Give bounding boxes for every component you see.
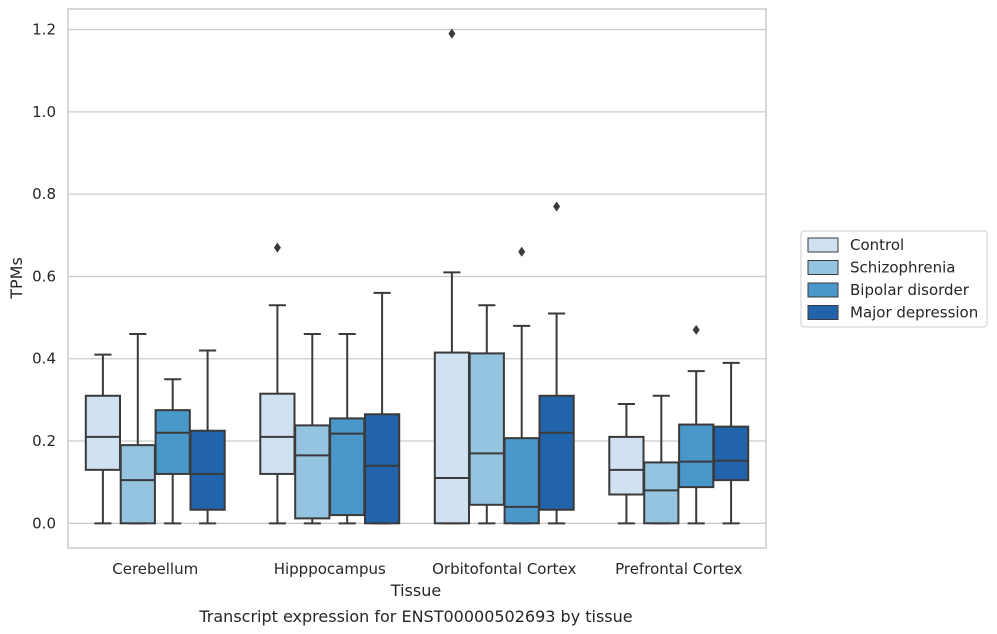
y-tick-label: 1.0: [32, 103, 56, 121]
iqr-box: [294, 424, 331, 520]
outlier-point: [518, 246, 526, 257]
x-tick-label: Cerebellum: [112, 560, 198, 578]
legend-label: Control: [850, 236, 904, 254]
iqr-box: [608, 435, 645, 496]
y-tick-label: 0.2: [32, 432, 56, 450]
box-bipolar-disorder: [503, 246, 540, 525]
x-axis-title: Tissue: [390, 581, 441, 600]
legend-label: Major depression: [850, 304, 978, 322]
y-tick-label: 0.6: [32, 267, 56, 285]
iqr-box: [503, 437, 540, 525]
iqr-box: [433, 351, 471, 525]
box-major-depression: [363, 291, 401, 525]
iqr-box: [84, 394, 122, 471]
legend-swatch: [807, 282, 839, 298]
legend-swatch: [807, 260, 839, 275]
iqr-box: [712, 425, 750, 482]
x-tick-label: Hipppocampus: [274, 560, 386, 578]
x-tick-label: Orbitofontal Cortex: [432, 560, 576, 578]
box-schizophrenia: [468, 304, 505, 525]
box-major-depression: [189, 349, 226, 525]
y-axis-title: TPMs: [7, 257, 26, 300]
legend-label: Bipolar disorder: [850, 281, 970, 299]
iqr-box: [119, 444, 156, 525]
iqr-box: [468, 352, 505, 506]
iqr-box: [259, 392, 296, 475]
iqr-box: [189, 429, 226, 511]
box-schizophrenia: [643, 394, 680, 525]
legend-frame: [800, 230, 988, 328]
y-tick-label: 1.2: [32, 21, 56, 39]
iqr-box: [678, 423, 715, 489]
x-tick-label: Prefrontal Cortex: [615, 560, 742, 578]
iqr-box: [643, 461, 680, 525]
outlier-point: [448, 28, 456, 39]
iqr-box: [363, 413, 401, 525]
box-control: [433, 28, 471, 525]
box-control: [608, 402, 645, 525]
plot-frame: [67, 8, 767, 549]
outlier-point: [692, 324, 700, 335]
y-tick-label: 0.8: [32, 185, 56, 203]
chart-caption: Transcript expression for ENST0000050269…: [198, 607, 632, 626]
outlier-point: [553, 201, 561, 212]
box-plots: [84, 28, 750, 525]
outlier-point: [273, 242, 281, 253]
iqr-box: [154, 409, 191, 475]
y-tick-labels: 0.0 0.2 0.4 0.6 0.8 1.0 1.2: [32, 21, 56, 533]
legend-label: Schizophrenia: [850, 259, 955, 277]
y-tick-label: 0.4: [32, 350, 56, 368]
y-tick-label: 0.0: [32, 514, 56, 532]
box-major-depression: [712, 361, 750, 525]
legend-swatch: [807, 237, 839, 253]
legend: Control Schizophrenia Bipolar disorder Majo…: [800, 230, 988, 328]
x-tick-labels: Cerebellum Hipppocampus Orbitofontal Corte…: [112, 560, 742, 578]
legend-swatch: [807, 305, 839, 320]
box-major-depression: [538, 201, 575, 525]
iqr-box: [538, 394, 575, 511]
box-control: [259, 242, 296, 525]
box-bipolar-disorder: [678, 324, 715, 525]
box-bipolar-disorder: [154, 378, 191, 525]
box-schizophrenia: [119, 333, 156, 525]
box-control: [84, 353, 122, 525]
box-schizophrenia: [294, 333, 331, 525]
box-bipolar-disorder: [329, 333, 366, 525]
